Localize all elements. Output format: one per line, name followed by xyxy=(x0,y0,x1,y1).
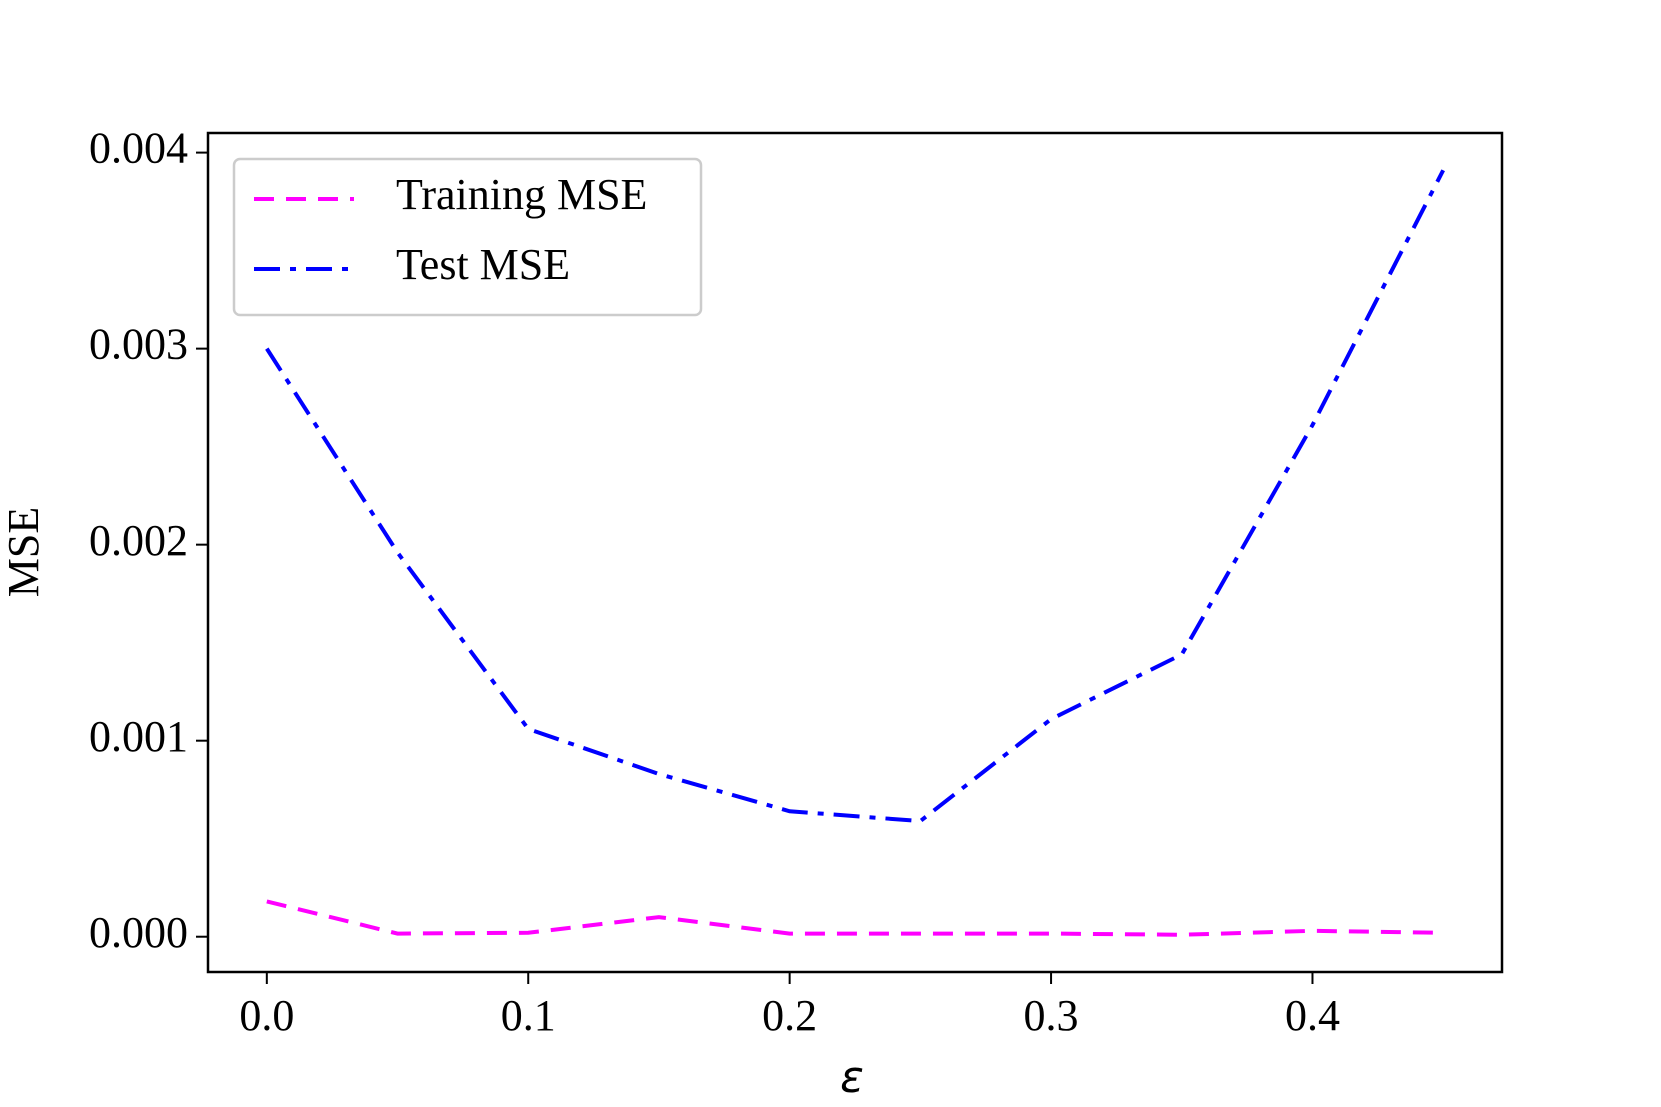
x-axis-label: ε xyxy=(840,1052,864,1103)
y-axis-label: MSE xyxy=(0,507,48,597)
legend-label: Test MSE xyxy=(396,240,570,289)
x-tick-label: 0.3 xyxy=(1024,991,1079,1040)
y-tick-label: 0.001 xyxy=(89,712,188,761)
series-line xyxy=(265,169,1445,824)
y-tick-label: 0.004 xyxy=(89,124,188,173)
legend: Training MSE Test MSE xyxy=(232,157,703,317)
y-tick-label: 0.003 xyxy=(89,320,188,369)
plot-frame xyxy=(206,131,1504,974)
x-tick-label: 0.2 xyxy=(762,991,817,1040)
x-tick-label: 0.4 xyxy=(1285,991,1340,1040)
x-tick-label: 0.0 xyxy=(239,991,294,1040)
legend-label: Training MSE xyxy=(396,170,647,219)
y-tick-label: 0.002 xyxy=(89,516,188,565)
x-tick-label: 0.1 xyxy=(501,991,556,1040)
series-line xyxy=(266,899,1444,937)
y-tick-label: 0.000 xyxy=(89,908,188,957)
